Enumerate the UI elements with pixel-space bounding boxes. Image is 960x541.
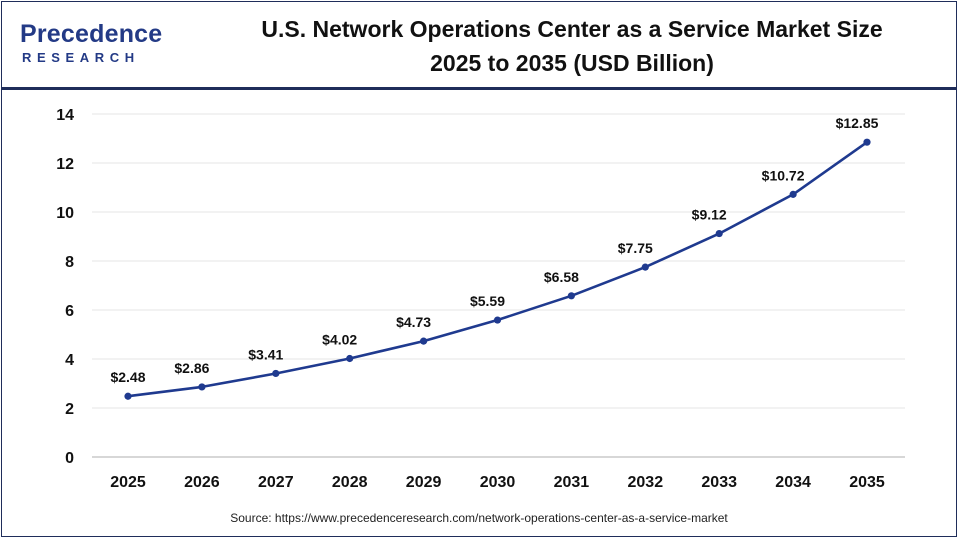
x-tick-label-2029: 2029	[406, 474, 442, 491]
line-chart: 0 2 4 6 8 10 12 14 2025 2026 2027 2028 2029 2030 2031…	[56, 107, 905, 491]
data-label-2028: $4.02	[322, 332, 357, 348]
x-tick-label-2026: 2026	[184, 474, 220, 491]
data-point-2028	[346, 354, 354, 363]
y-tick-label-14: 14	[56, 107, 74, 124]
x-tick-label-2031: 2031	[554, 474, 590, 491]
x-tick-label-2025: 2025	[110, 474, 146, 491]
x-tick-label-2033: 2033	[701, 474, 737, 491]
series-line	[127, 141, 868, 398]
y-tick-label-0: 0	[65, 450, 74, 467]
data-label-2027: $3.41	[248, 346, 283, 362]
data-label-2032: $7.75	[618, 240, 653, 256]
data-label-2026: $2.86	[174, 360, 209, 376]
chart-title-line-2: 2025 to 2035 (USD Billion)	[430, 50, 714, 76]
data-label-2034: $10.72	[762, 167, 805, 183]
y-tick-label-6: 6	[65, 303, 74, 320]
chart-header: Precedence RESEARCH U.S. Network Operati…	[2, 2, 956, 87]
x-axis-ticks: 2025 2026 2027 2028 2029 2030 2031 2032 2033 2034…	[110, 474, 885, 491]
data-point-2032	[641, 263, 649, 271]
brand-logo: Precedence RESEARCH	[20, 20, 170, 68]
y-tick-label-2: 2	[65, 401, 74, 418]
logo-wordmark: Precedence	[20, 20, 163, 48]
data-point-2026	[198, 383, 206, 391]
data-point-2025	[124, 392, 132, 400]
y-tick-label-8: 8	[65, 254, 74, 271]
data-label-2029: $4.73	[396, 314, 431, 330]
data-points	[124, 138, 871, 400]
x-tick-label-2028: 2028	[332, 474, 368, 491]
data-label-2031: $6.58	[544, 269, 579, 285]
y-axis-ticks: 0 2 4 6 8 10 12 14	[56, 107, 74, 467]
source-note: Source: https://www.precedenceresearch.c…	[230, 511, 728, 525]
data-label-2035: $12.85	[836, 115, 879, 131]
data-point-2034	[789, 190, 797, 198]
data-label-2025: $2.48	[110, 369, 145, 385]
chart-title: U.S. Network Operations Center as a Serv…	[202, 12, 942, 80]
series-line-layer	[127, 141, 868, 398]
y-tick-label-12: 12	[56, 156, 74, 173]
x-tick-label-2030: 2030	[480, 474, 516, 491]
x-tick-label-2035: 2035	[849, 474, 885, 491]
data-point-2029	[420, 337, 428, 345]
header-divider	[2, 87, 956, 90]
x-tick-label-2032: 2032	[628, 474, 664, 491]
data-point-2035	[863, 138, 871, 146]
x-tick-label-2027: 2027	[258, 474, 294, 491]
data-label-2030: $5.59	[470, 293, 505, 309]
logo-tagline: RESEARCH	[22, 50, 140, 65]
y-tick-label-4: 4	[65, 352, 74, 369]
data-point-2033	[715, 229, 723, 238]
data-point-2030	[493, 316, 502, 324]
chart-title-line-1: U.S. Network Operations Center as a Serv…	[261, 16, 883, 42]
x-tick-label-2034: 2034	[775, 474, 811, 491]
data-point-2027	[272, 369, 280, 378]
data-label-2033: $9.12	[692, 207, 727, 223]
y-tick-label-10: 10	[56, 205, 74, 222]
data-labels: $2.48 $2.86 $3.41 $4.02 $4.73 $5.59 $6.58 $7.75…	[110, 115, 878, 385]
gridlines	[92, 113, 905, 409]
data-point-2031	[567, 292, 576, 300]
